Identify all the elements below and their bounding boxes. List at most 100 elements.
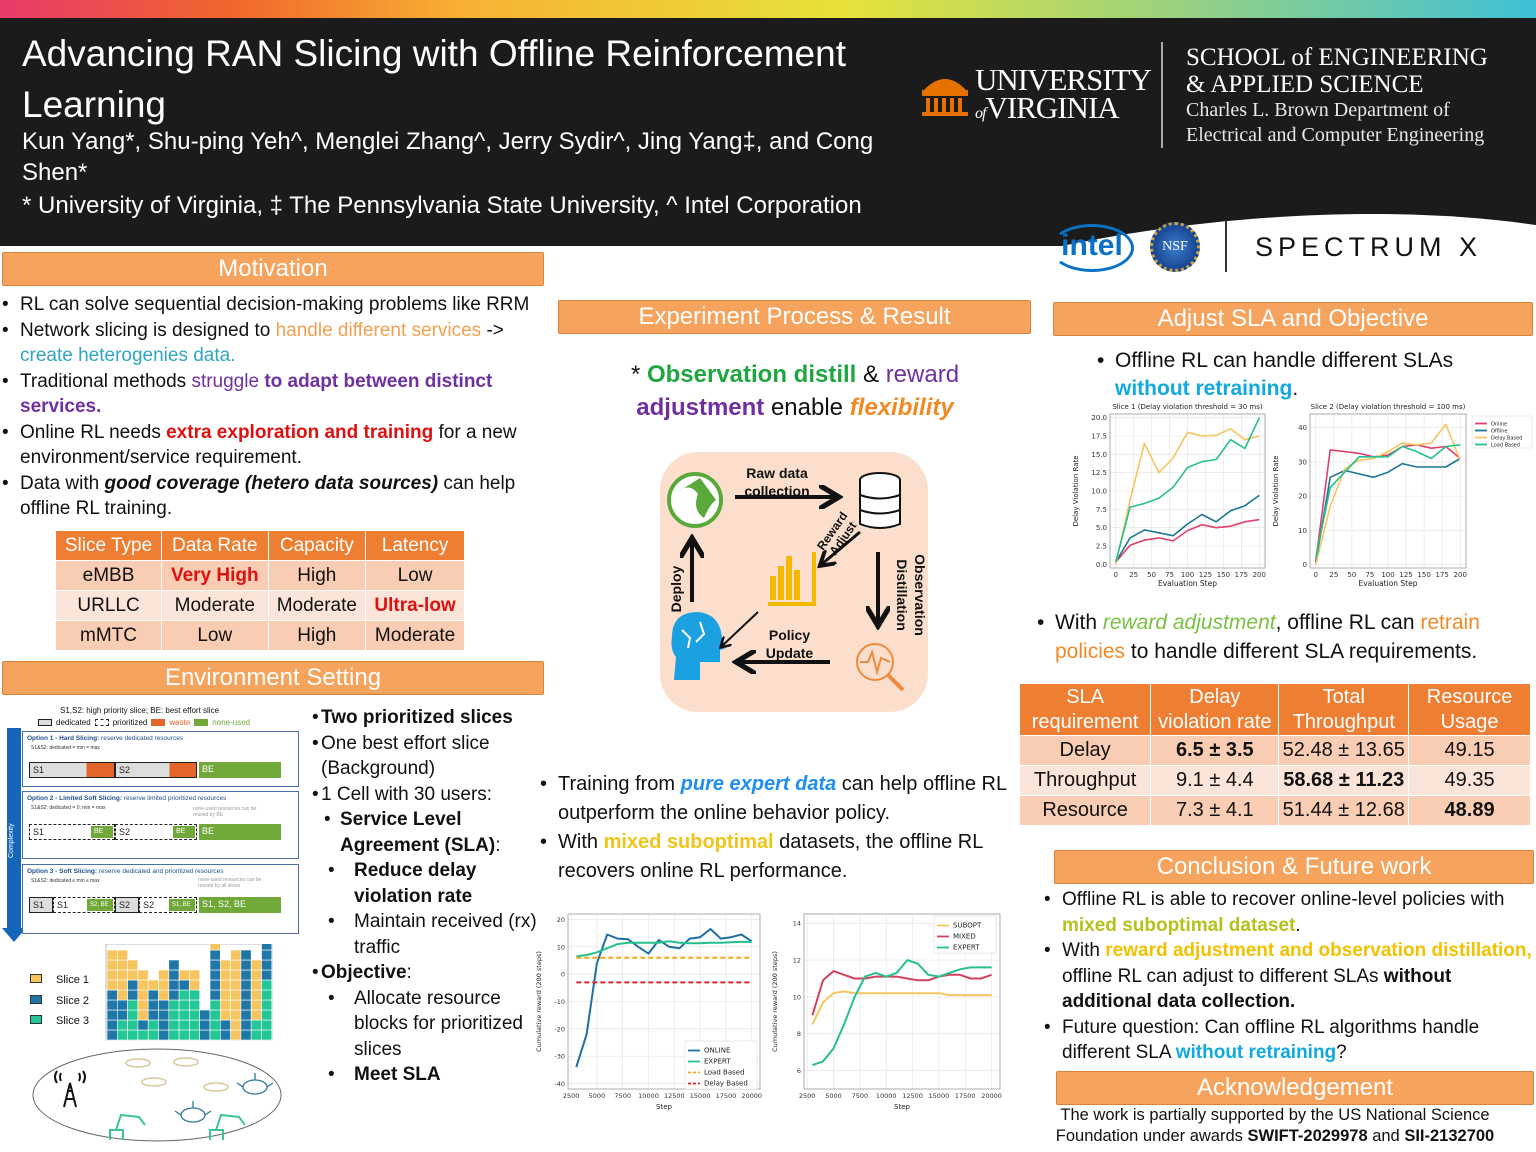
- resource-block: [230, 1009, 242, 1021]
- legend-label: Online: [1491, 422, 1507, 428]
- resource-block: [168, 999, 180, 1011]
- text-run: Future question: Can offline RL algorith…: [1062, 1016, 1480, 1064]
- resource-block: [209, 944, 221, 951]
- resource-block: [127, 989, 139, 1001]
- text-run: Offline RL is able to recover online-lev…: [1062, 889, 1505, 910]
- series-line-subopt: [811, 990, 992, 1025]
- y-tick-label: 10: [793, 993, 801, 1001]
- resource-block: [230, 979, 242, 991]
- resource-block: [168, 1009, 180, 1021]
- y-axis-label: Cumulative reward (200 steps): [771, 951, 779, 1052]
- resource-block: [220, 1009, 231, 1021]
- resource-block: [250, 1029, 262, 1041]
- table-cell: Resource: [1018, 795, 1152, 826]
- resource-block: [250, 999, 262, 1011]
- top-color-strip: [0, 0, 1536, 18]
- x-tick-label: 20000: [741, 1092, 762, 1100]
- series-line-online: [575, 928, 753, 1068]
- table-row: URLLC Moderate Moderate Ultra-low: [54, 590, 465, 621]
- y-tick-label: 20.0: [1091, 414, 1107, 422]
- resource-block: [127, 979, 139, 991]
- bullet-item: Network slicing is designed to handle di…: [0, 318, 545, 369]
- y-tick-label: 10: [557, 943, 565, 951]
- slicing-options-figure: S1,S2: high priority slice; BE: best eff…: [0, 703, 305, 943]
- globe-icon: [667, 472, 723, 528]
- text-run: good coverage (hetero data sources): [104, 472, 439, 494]
- resource-block: [189, 999, 201, 1011]
- text-run: .: [1295, 914, 1301, 936]
- experiment-bullets: Training from pure expert data can help …: [538, 770, 1028, 886]
- bullet-item: • Reduce delay violation rate: [328, 860, 477, 907]
- table-cell: eMBB: [54, 560, 163, 591]
- text-run: .: [1292, 377, 1299, 400]
- resource-block: [261, 944, 273, 951]
- x-tick-label: 200: [1253, 571, 1266, 579]
- x-axis-label: Evaluation Step: [1358, 579, 1417, 588]
- table-cell: 51.44 ± 12.68: [1278, 795, 1410, 826]
- text-run: and: [1367, 1127, 1405, 1145]
- slice-type-table: Slice Type Data Rate Capacity Latency eMBB Ve…: [54, 530, 465, 651]
- deploy-label: Deploy: [668, 565, 684, 613]
- figure-caption: S1,S2: high priority slice; BE: best eff…: [60, 706, 220, 715]
- text-run: Objective: [321, 962, 407, 983]
- resource-block: [127, 1029, 139, 1041]
- intel-logo: intel: [1050, 224, 1134, 272]
- table-cell: Throughput: [1018, 765, 1152, 796]
- slice2-delay-chart: Slice 2 (Delay violation threshold = 100…: [1272, 403, 1533, 588]
- x-axis-label: Evaluation Step: [1158, 579, 1217, 588]
- text-run: datasets, the offline RL recovers online…: [558, 831, 983, 882]
- header-divider: [1161, 42, 1163, 148]
- database-icon: [859, 472, 901, 529]
- bullet-item: • Allocate resource blocks for prioritize…: [328, 987, 523, 1060]
- resource-block: [178, 969, 190, 981]
- y-tick-label: 15.0: [1091, 451, 1107, 459]
- resource-block: [137, 1019, 149, 1031]
- legend-label: Delay Based: [1491, 436, 1522, 442]
- legend-label: Load Based: [704, 1069, 745, 1077]
- y-tick-label: 40: [1298, 424, 1307, 432]
- resource-block: [117, 1029, 128, 1041]
- text-run: extra exploration and training: [166, 421, 434, 443]
- table-cell: 6.5 ± 3.5: [1150, 735, 1280, 766]
- offline-rl-cycle-diagram: Raw data collection Reward Adjust Observ…: [660, 452, 928, 712]
- resource-block: [240, 1019, 252, 1031]
- x-tick-label: 175: [1435, 571, 1448, 579]
- magnifier-signal-icon: [856, 643, 905, 692]
- sla-results-table: SLA requirement Delay violation rate Total…: [1018, 683, 1531, 826]
- table-cell: Low: [161, 620, 269, 651]
- series-line-online: [1115, 518, 1260, 563]
- y-tick-label: -40: [554, 1080, 565, 1088]
- x-tick-label: 75: [1365, 571, 1374, 579]
- resource-block: [250, 989, 262, 1001]
- x-tick-label: 2500: [563, 1092, 580, 1100]
- resource-block: [199, 1009, 211, 1021]
- resource-block: [250, 959, 262, 971]
- x-tick-label: 17500: [955, 1092, 976, 1100]
- resource-block: [230, 1029, 242, 1041]
- text-run: Maintain received (rx) traffic: [354, 911, 537, 958]
- environment-bullets: • Two prioritized slices • One best effort …: [312, 705, 537, 1088]
- text-run: Allocate resource blocks for prioritized…: [354, 987, 523, 1060]
- resource-block: [147, 1019, 159, 1031]
- resource-block: [240, 979, 252, 991]
- complexity-arrow: Complexity: [2, 728, 26, 942]
- bullet-item: • Maintain received (rx) traffic: [328, 911, 537, 958]
- resource-block: [106, 989, 118, 1001]
- resource-block: [147, 979, 159, 991]
- resource-block: [209, 949, 221, 961]
- y-tick-label: 0.0: [1096, 561, 1107, 569]
- series-line-delay-based: [1114, 427, 1260, 565]
- table-cell: 49.15: [1408, 735, 1531, 766]
- x-tick-label: 12500: [902, 1092, 923, 1100]
- resource-block: [137, 1009, 149, 1021]
- x-tick-label: 17500: [716, 1092, 737, 1100]
- x-tick-label: 150: [1417, 571, 1430, 579]
- chart-title: Slice 1 (Delay violation threshold = 30 …: [1112, 403, 1263, 411]
- resource-block: [106, 959, 118, 971]
- environment-header: Environment Setting: [2, 661, 544, 695]
- text-run: enable: [764, 394, 850, 421]
- x-tick-label: 5000: [589, 1092, 606, 1100]
- column-header: Delay violation rate: [1150, 683, 1280, 736]
- table-cell: URLLC: [54, 590, 163, 621]
- resource-block: [106, 979, 118, 991]
